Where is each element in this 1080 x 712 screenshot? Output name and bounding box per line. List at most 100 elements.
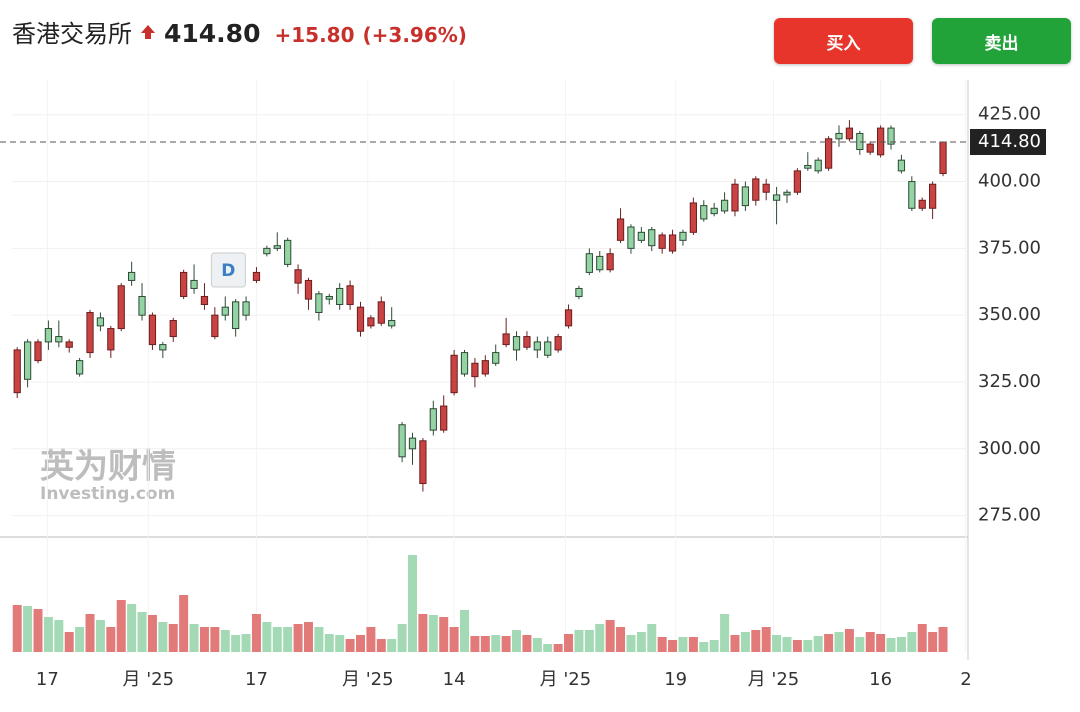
volume-bar xyxy=(761,627,771,652)
volume-bar xyxy=(938,627,948,652)
candle-body xyxy=(564,309,573,327)
candle-body xyxy=(824,138,833,169)
volume-bar xyxy=(293,624,303,652)
volume-bar xyxy=(95,620,105,652)
volume-bar xyxy=(740,632,750,652)
volume-bar xyxy=(491,635,501,652)
volume-bar xyxy=(231,635,241,652)
x-tick-label: 17 xyxy=(36,669,59,690)
candle-body xyxy=(356,306,365,332)
y-tick-label: 375.00 xyxy=(978,237,1041,258)
volume-bar xyxy=(688,637,698,652)
volume-bar xyxy=(23,606,33,652)
volume-bar xyxy=(43,617,53,652)
candle-body xyxy=(23,341,32,380)
volume-bar xyxy=(54,620,64,652)
x-tick-label: 2 xyxy=(960,669,971,690)
y-tick-label: 325.00 xyxy=(978,371,1041,392)
volume-bar xyxy=(720,614,730,652)
candle-body xyxy=(554,336,562,351)
candle-body xyxy=(481,360,489,375)
candle-body xyxy=(398,424,406,458)
candle-body xyxy=(845,127,854,140)
volume-bar xyxy=(168,624,178,652)
volume-bar xyxy=(460,610,470,652)
volume-bar xyxy=(12,605,22,652)
volume-bar xyxy=(512,630,522,652)
candle-body xyxy=(502,333,510,346)
volume-bar xyxy=(210,627,220,652)
candle-body xyxy=(44,328,53,343)
candle-body xyxy=(346,285,354,305)
volume-bar xyxy=(543,644,553,652)
candle-body xyxy=(169,320,177,338)
candle-body xyxy=(200,295,209,305)
candle-body xyxy=(232,301,240,330)
x-tick-label: 19 xyxy=(664,669,687,690)
candle-body xyxy=(55,336,63,343)
volume-bar xyxy=(127,604,137,652)
quote-header: 香港交易所 414.80 +15.80 (+3.96%) xyxy=(12,14,467,49)
volume-bar xyxy=(283,627,293,652)
candle-body xyxy=(783,191,791,196)
candle-body xyxy=(294,269,302,284)
y-tick-label: 425.00 xyxy=(978,104,1041,125)
volume-bar xyxy=(241,634,251,652)
candle-body xyxy=(575,287,583,297)
candle-body xyxy=(585,253,593,273)
volume-bar xyxy=(137,612,147,652)
candle-body xyxy=(700,205,708,220)
candle-body xyxy=(793,170,802,193)
volume-bar xyxy=(896,637,906,652)
volume-bar xyxy=(262,622,272,652)
volume-bar xyxy=(199,627,209,652)
volume-bar xyxy=(408,555,418,652)
volume-bar xyxy=(314,627,324,652)
volume-bar xyxy=(865,632,875,652)
volume-bar xyxy=(106,627,116,652)
candle-body xyxy=(658,234,666,249)
candle-body xyxy=(710,207,718,215)
buy-button[interactable]: 买入 xyxy=(774,18,913,64)
volume-bar xyxy=(553,644,563,652)
volume-bar xyxy=(189,624,199,652)
candle-body xyxy=(221,306,229,316)
x-tick-label: 16 xyxy=(869,669,892,690)
candle-body xyxy=(471,362,479,378)
candle-body xyxy=(918,199,926,209)
candle-body xyxy=(96,317,105,327)
volume-bar xyxy=(616,627,626,652)
candle-body xyxy=(263,247,271,255)
candle-body xyxy=(939,141,947,175)
x-tick-label: 月 '25 xyxy=(540,669,592,690)
volume-bar xyxy=(75,627,85,652)
candle-body xyxy=(596,255,604,271)
volume-bar xyxy=(85,614,95,652)
sell-button[interactable]: 卖出 xyxy=(932,18,1071,64)
volume-bar xyxy=(699,642,709,652)
candle-body xyxy=(315,293,323,314)
candle-body xyxy=(804,165,812,169)
candle-body xyxy=(450,354,458,394)
volume-bar xyxy=(480,636,490,652)
candle-body xyxy=(180,271,188,297)
x-tick-label: 17 xyxy=(245,669,268,690)
volume-bar xyxy=(532,638,542,652)
price-change-percent: (+3.96%) xyxy=(362,23,467,47)
volume-bar xyxy=(844,629,854,652)
candle-body xyxy=(117,285,125,330)
x-tick-label: 月 '25 xyxy=(342,669,394,690)
volume-bar xyxy=(574,630,584,652)
volume-bar xyxy=(668,640,678,652)
candle-body xyxy=(627,226,635,249)
candle-body xyxy=(908,181,916,209)
price-change: +15.80 xyxy=(274,23,355,47)
volume-bar xyxy=(418,614,428,652)
volume-bar xyxy=(657,637,667,652)
volume-bar xyxy=(397,624,407,652)
candle-body xyxy=(741,186,750,207)
volume-bar xyxy=(782,637,792,652)
volume-bar xyxy=(345,639,355,652)
